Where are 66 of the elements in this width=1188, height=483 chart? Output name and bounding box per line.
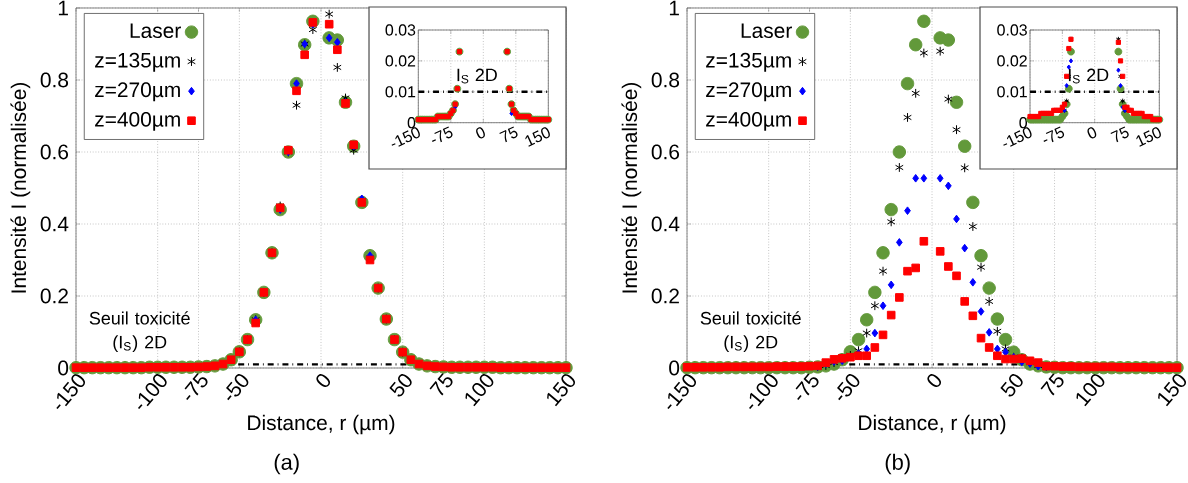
x-axis-title: Distance, r (µm) <box>859 414 1006 435</box>
y-tick-label: 1 <box>58 0 68 16</box>
y-tick-label: 1 <box>669 0 679 16</box>
x-tick-label: 100 <box>1076 374 1105 407</box>
legend-label: z=400µm <box>706 111 791 131</box>
x-tick-label: -150 <box>391 127 420 147</box>
x-tick-label: 0 <box>476 127 485 139</box>
y-tick-label: 0.6 <box>651 144 680 160</box>
x-tick-label: 150 <box>547 374 576 407</box>
text: (b) <box>885 453 910 475</box>
x-tick-label: -100 <box>137 374 167 410</box>
x-tick-label: 0 <box>927 374 942 388</box>
ref-line-label: Seuil toxicité (I$_{S}$) 2D <box>89 311 190 353</box>
y-tick-label: 0.8 <box>40 72 69 88</box>
y-tick-label: 0.4 <box>651 216 680 232</box>
x-tick-label: 75 <box>1110 126 1129 143</box>
x-tick-label: 100 <box>465 374 494 407</box>
y-tick-label: 0.4 <box>40 216 69 232</box>
y-tick-label: 0.8 <box>651 72 680 88</box>
ref-line-label: Seuil toxicité (I$_{S}$) 2D <box>700 311 801 353</box>
x-tick-label: -75 <box>184 372 208 401</box>
y-tick-label: 0.03 <box>385 24 416 36</box>
x-tick-label: 75 <box>429 372 453 396</box>
x-tick-label: 150 <box>525 127 550 147</box>
y-tick-label: 0.2 <box>651 288 679 304</box>
y-tick-label: 0.2 <box>40 288 68 304</box>
y-tick-label: 0 <box>407 117 416 129</box>
x-tick-label: 50 <box>1000 374 1023 397</box>
legend-label: z=400µm <box>95 111 180 131</box>
x-tick-label: 50 <box>389 374 412 397</box>
x-tick-label: -100 <box>748 374 778 410</box>
ref-line-label: I$_{S}$ 2D <box>457 68 497 84</box>
x-axis-title: Distance, r (µm) <box>248 414 395 435</box>
y-tick-label: 0.6 <box>40 144 69 160</box>
y-tick-label: 0 <box>58 360 69 376</box>
legend-label: z=270µm <box>95 82 180 102</box>
x-tick-label: -150 <box>1003 127 1032 147</box>
y-axis-title: Intensité I (normalisée) <box>621 82 642 293</box>
x-tick-label: 0 <box>1087 127 1097 139</box>
x-tick-label: 150 <box>1136 127 1161 147</box>
y-tick-label: 0.01 <box>997 86 1027 98</box>
x-tick-label: -75 <box>432 126 453 143</box>
legend-label: z=135µm <box>706 52 791 72</box>
legend-label: Laser <box>130 23 181 39</box>
y-tick-label: 0 <box>1019 117 1028 129</box>
legend-label: z=135µm <box>95 52 180 72</box>
y-axis-title: Intensité I (normalisée) <box>10 82 31 293</box>
x-tick-label: -75 <box>1043 126 1065 143</box>
y-tick-label: 0 <box>669 360 680 376</box>
legend-label: z=270µm <box>706 82 791 102</box>
y-tick-label: 0.02 <box>385 55 416 67</box>
x-tick-label: -150 <box>667 374 697 410</box>
y-tick-label: 0.03 <box>997 24 1027 36</box>
y-tick-label: 0.01 <box>385 86 416 98</box>
x-tick-label: 75 <box>1040 372 1064 396</box>
x-tick-label: -50 <box>837 374 860 401</box>
x-tick-label: 75 <box>499 126 518 143</box>
legend-label: Laser <box>741 23 792 39</box>
x-tick-label: -150 <box>56 374 86 410</box>
x-tick-label: -50 <box>225 374 249 401</box>
x-tick-label: -75 <box>795 372 819 401</box>
x-tick-label: 150 <box>1158 374 1187 407</box>
text: (a) <box>274 453 299 475</box>
ref-line-label: I$_{S}$ 2D <box>1068 68 1109 84</box>
x-tick-label: 0 <box>316 374 331 388</box>
y-tick-label: 0.02 <box>997 55 1027 67</box>
